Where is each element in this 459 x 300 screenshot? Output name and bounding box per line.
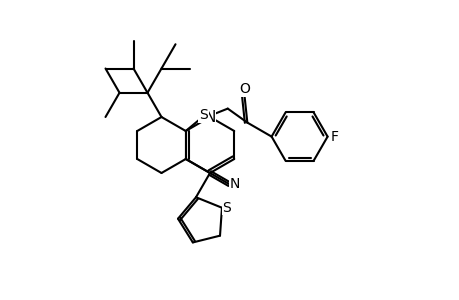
- Text: N: N: [229, 177, 239, 191]
- Text: S: S: [199, 108, 207, 122]
- Text: N: N: [204, 110, 215, 124]
- Text: O: O: [239, 82, 249, 96]
- Text: F: F: [330, 130, 338, 144]
- Text: S: S: [222, 201, 231, 215]
